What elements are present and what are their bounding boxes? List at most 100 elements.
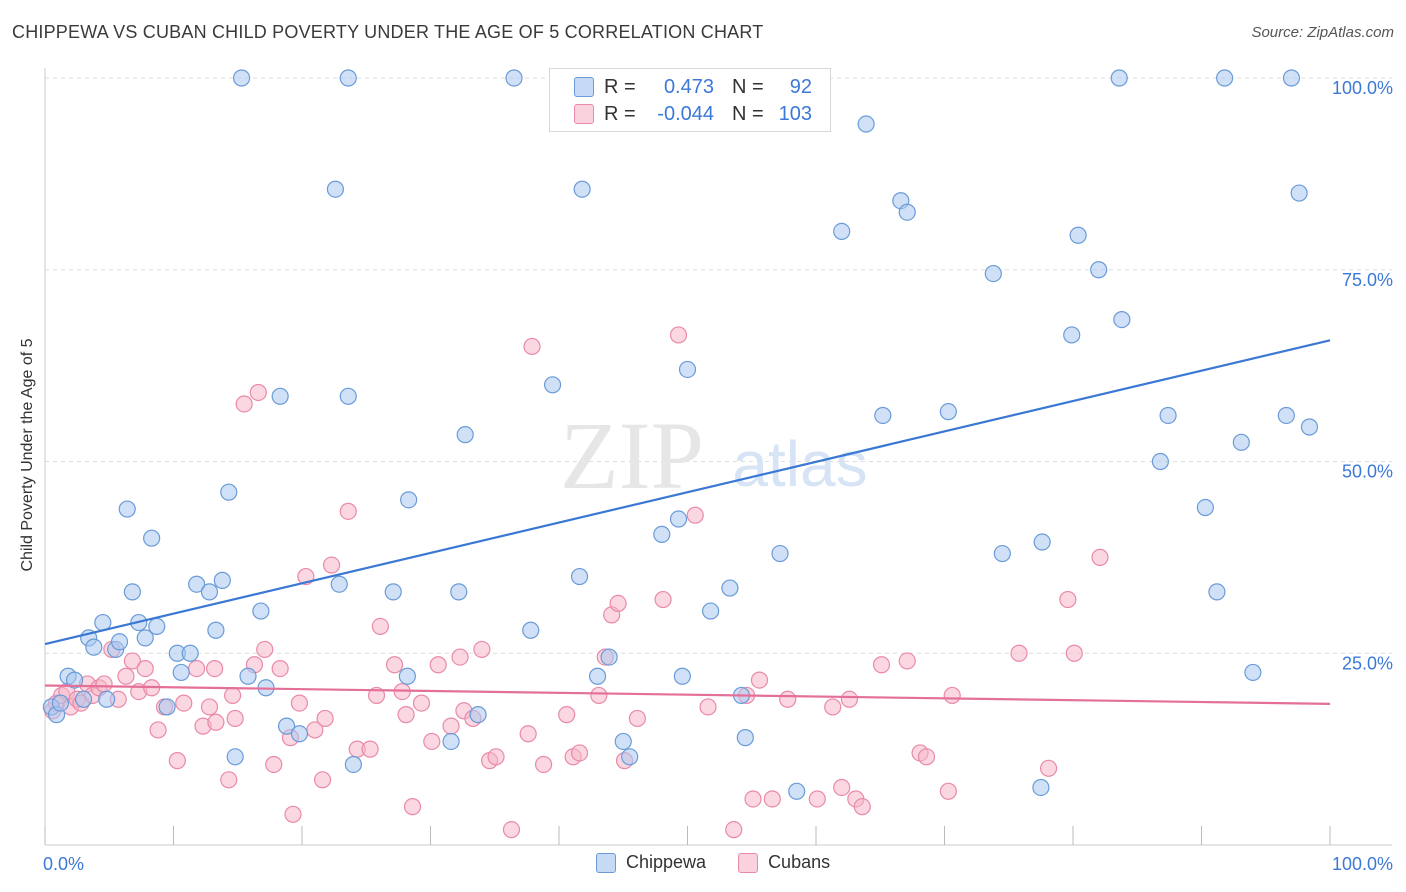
legend-item-cubans[interactable]: Cubans bbox=[738, 852, 830, 873]
point-chippewa bbox=[74, 690, 93, 708]
point-cubans bbox=[1039, 759, 1058, 777]
point-cubans bbox=[412, 694, 431, 712]
watermark-zip: ZIP bbox=[560, 402, 704, 509]
point-cubans bbox=[149, 721, 167, 739]
point-cubans bbox=[361, 740, 379, 758]
point-cubans bbox=[725, 821, 743, 839]
point-cubans bbox=[654, 590, 672, 609]
point-cubans bbox=[943, 686, 961, 705]
axes bbox=[44, 68, 1392, 846]
point-chippewa bbox=[736, 729, 754, 747]
point-cubans bbox=[628, 709, 646, 728]
point-chippewa bbox=[993, 544, 1011, 563]
trend-line-chippewa bbox=[44, 339, 1331, 646]
point-chippewa bbox=[984, 264, 1002, 283]
point-cubans bbox=[750, 671, 769, 689]
point-cubans bbox=[808, 790, 826, 808]
point-chippewa bbox=[1090, 261, 1108, 279]
legend-label-chippewa: Chippewa bbox=[626, 852, 707, 872]
point-chippewa bbox=[1232, 433, 1250, 451]
point-chippewa bbox=[326, 180, 345, 198]
point-cubans bbox=[840, 690, 859, 708]
point-cubans bbox=[175, 694, 193, 712]
point-cubans bbox=[235, 395, 253, 413]
point-cubans bbox=[136, 659, 154, 678]
trend-lines bbox=[44, 339, 1331, 705]
point-cubans bbox=[939, 782, 957, 800]
point-cubans bbox=[256, 640, 274, 659]
point-chippewa bbox=[1277, 406, 1295, 425]
point-chippewa bbox=[1113, 311, 1131, 329]
point-chippewa bbox=[220, 483, 238, 501]
point-chippewa bbox=[669, 510, 688, 528]
legend-item-chippewa[interactable]: Chippewa bbox=[596, 852, 706, 873]
y-tick-label: 100.0% bbox=[1332, 78, 1393, 98]
point-chippewa bbox=[450, 583, 468, 601]
point-chippewa bbox=[573, 180, 591, 198]
point-cubans bbox=[558, 706, 576, 724]
x-tick-label-min: 0.0% bbox=[43, 854, 84, 874]
legend-r-label: R = bbox=[604, 75, 636, 98]
point-chippewa bbox=[110, 633, 129, 651]
point-cubans bbox=[473, 640, 491, 659]
legend-row-chippewa: R = 0.473 N = 92 bbox=[574, 74, 812, 100]
point-chippewa bbox=[1033, 533, 1051, 551]
point-cubans bbox=[371, 617, 389, 636]
point-chippewa bbox=[653, 525, 671, 543]
chart-title: CHIPPEWA VS CUBAN CHILD POVERTY UNDER TH… bbox=[12, 22, 764, 42]
point-cubans bbox=[271, 659, 289, 678]
point-cubans bbox=[316, 709, 334, 728]
point-cubans bbox=[322, 556, 341, 574]
point-cubans bbox=[451, 648, 469, 666]
point-chippewa bbox=[339, 69, 357, 87]
point-cubans bbox=[207, 713, 225, 731]
point-chippewa bbox=[939, 403, 957, 421]
point-cubans bbox=[429, 656, 447, 674]
point-chippewa bbox=[673, 667, 691, 685]
legend-swatch-chippewa bbox=[596, 852, 616, 873]
point-cubans bbox=[117, 667, 135, 685]
legend-n-value-chippewa: 92 bbox=[789, 75, 812, 98]
point-chippewa bbox=[123, 583, 141, 601]
correlation-legend: R = 0.473 N = 92 R = -0.044 N = 103 bbox=[549, 68, 831, 132]
point-chippewa bbox=[588, 667, 607, 685]
legend-r-value-cubans: -0.044 bbox=[657, 102, 714, 125]
point-chippewa bbox=[614, 732, 632, 751]
point-chippewa bbox=[148, 617, 166, 636]
legend-r-label: R = bbox=[604, 102, 636, 125]
point-cubans bbox=[824, 698, 842, 716]
point-chippewa bbox=[136, 629, 154, 647]
y-tick-label: 50.0% bbox=[1342, 462, 1393, 482]
legend-swatch-chippewa bbox=[574, 77, 594, 97]
point-cubans bbox=[423, 732, 441, 751]
point-cubans bbox=[609, 594, 627, 612]
point-chippewa bbox=[678, 360, 697, 379]
point-cubans bbox=[833, 778, 851, 797]
point-cubans bbox=[686, 506, 704, 524]
point-cubans bbox=[853, 798, 871, 816]
trend-line-cubans bbox=[44, 684, 1331, 705]
point-cubans bbox=[779, 690, 797, 708]
point-chippewa bbox=[118, 500, 136, 518]
point-cubans bbox=[744, 790, 762, 808]
legend-label-cubans: Cubans bbox=[768, 852, 831, 872]
series-chippewa-points bbox=[42, 69, 1319, 800]
point-cubans bbox=[265, 755, 283, 774]
point-cubans bbox=[570, 744, 589, 762]
point-chippewa bbox=[600, 648, 618, 666]
point-cubans bbox=[519, 725, 537, 743]
series-legend: Chippewa Cubans bbox=[596, 852, 862, 873]
legend-n-label: N = bbox=[732, 75, 764, 98]
point-chippewa bbox=[1151, 452, 1169, 471]
tick-labels: 25.0% 50.0% 75.0% 100.0% 0.0% 100.0% bbox=[43, 78, 1393, 874]
point-cubans bbox=[699, 698, 717, 716]
point-chippewa bbox=[277, 717, 296, 735]
point-chippewa bbox=[65, 671, 84, 689]
point-cubans bbox=[534, 755, 553, 774]
x-tick-label-max: 100.0% bbox=[1332, 854, 1393, 874]
legend-n-label: N = bbox=[732, 102, 764, 125]
point-chippewa bbox=[1069, 226, 1087, 244]
point-chippewa bbox=[543, 376, 562, 394]
point-cubans bbox=[284, 805, 302, 823]
